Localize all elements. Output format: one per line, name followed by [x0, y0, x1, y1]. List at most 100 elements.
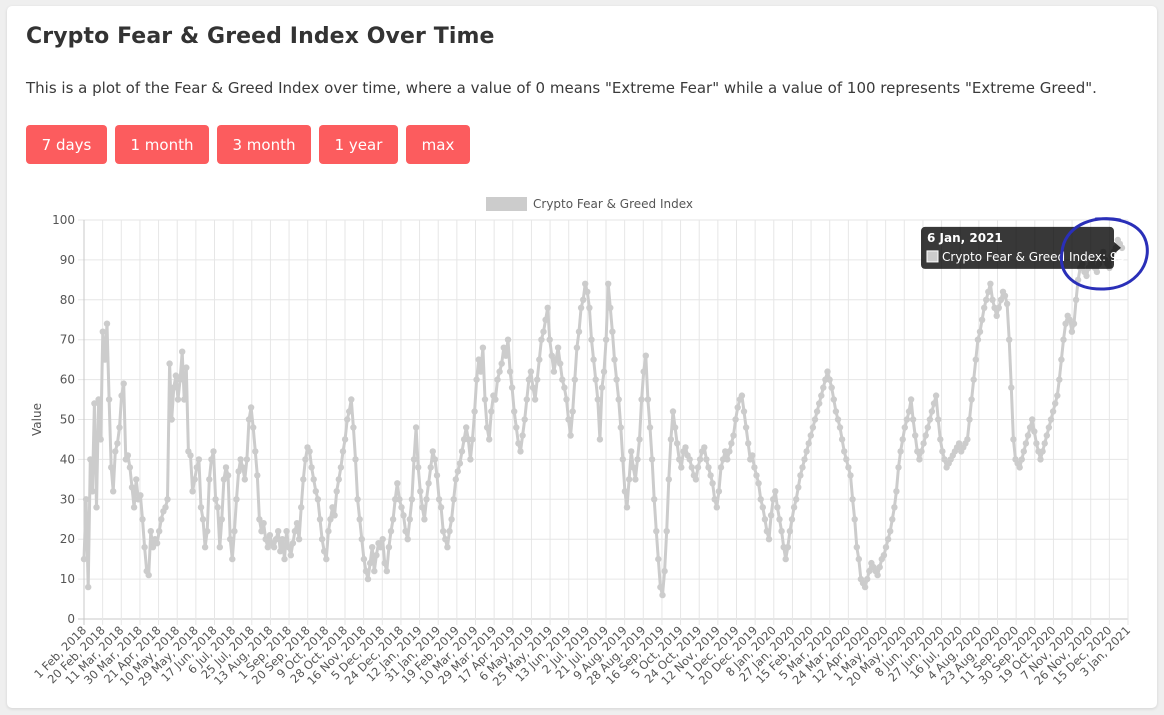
data-point[interactable]	[707, 472, 714, 479]
data-point[interactable]	[377, 544, 384, 551]
data-point[interactable]	[993, 312, 1000, 319]
data-point[interactable]	[575, 328, 583, 335]
data-point[interactable]	[813, 408, 821, 415]
data-point[interactable]	[1060, 336, 1067, 343]
data-point[interactable]	[95, 396, 102, 403]
data-point[interactable]	[836, 424, 844, 431]
data-point[interactable]	[406, 516, 413, 523]
data-point[interactable]	[408, 496, 416, 503]
data-point[interactable]	[968, 396, 975, 403]
data-point[interactable]	[1016, 464, 1023, 471]
data-point[interactable]	[379, 536, 386, 543]
data-point[interactable]	[1047, 416, 1055, 423]
data-point[interactable]	[866, 567, 873, 575]
data-point[interactable]	[356, 516, 363, 523]
data-point[interactable]	[600, 368, 608, 375]
data-point[interactable]	[187, 452, 194, 459]
data-point[interactable]	[124, 452, 132, 459]
data-point[interactable]	[477, 368, 484, 375]
data-point[interactable]	[262, 536, 269, 543]
data-point[interactable]	[970, 376, 977, 383]
data-point[interactable]	[738, 392, 746, 399]
data-point[interactable]	[805, 440, 812, 447]
data-point[interactable]	[492, 396, 499, 403]
data-point[interactable]	[260, 520, 267, 527]
data-point[interactable]	[590, 356, 597, 363]
data-point[interactable]	[502, 352, 510, 359]
data-point[interactable]	[776, 516, 783, 523]
data-point[interactable]	[212, 496, 219, 503]
data-point[interactable]	[523, 396, 530, 403]
range-3-month-button[interactable]: 3 month	[217, 125, 311, 164]
data-point[interactable]	[567, 432, 574, 439]
data-point[interactable]	[887, 528, 894, 535]
data-point[interactable]	[371, 567, 378, 575]
data-point[interactable]	[425, 480, 432, 487]
data-point[interactable]	[584, 288, 591, 295]
data-point[interactable]	[1056, 376, 1063, 383]
data-point[interactable]	[724, 456, 731, 463]
data-point[interactable]	[851, 516, 858, 523]
range-1-year-button[interactable]: 1 year	[319, 125, 398, 164]
data-point[interactable]	[928, 408, 936, 415]
data-point[interactable]	[331, 512, 338, 519]
data-point[interactable]	[818, 392, 825, 399]
data-point[interactable]	[611, 356, 618, 363]
data-point[interactable]	[909, 416, 917, 423]
data-point[interactable]	[580, 296, 587, 303]
data-point[interactable]	[841, 448, 848, 455]
data-point[interactable]	[884, 536, 892, 543]
data-point[interactable]	[903, 416, 911, 423]
data-point[interactable]	[527, 368, 535, 375]
range-7-days-button[interactable]: 7 days	[26, 125, 107, 164]
data-point[interactable]	[387, 528, 395, 535]
data-point[interactable]	[978, 316, 986, 323]
data-point[interactable]	[218, 516, 225, 523]
data-point[interactable]	[256, 516, 263, 523]
data-point[interactable]	[279, 536, 286, 543]
data-point[interactable]	[133, 476, 140, 483]
data-point[interactable]	[728, 440, 735, 447]
data-point[interactable]	[632, 476, 639, 483]
data-point[interactable]	[128, 484, 136, 491]
data-point[interactable]	[396, 496, 403, 503]
data-point[interactable]	[103, 320, 111, 327]
data-point[interactable]	[287, 552, 294, 559]
data-point[interactable]	[861, 583, 869, 591]
data-point[interactable]	[266, 532, 274, 539]
data-point[interactable]	[199, 516, 207, 523]
data-point[interactable]	[258, 528, 265, 535]
data-point[interactable]	[179, 348, 186, 355]
data-point[interactable]	[1010, 436, 1017, 443]
data-point[interactable]	[452, 476, 459, 483]
data-point[interactable]	[318, 536, 326, 543]
data-point[interactable]	[222, 464, 230, 471]
data-point[interactable]	[189, 488, 196, 495]
data-point[interactable]	[1049, 408, 1057, 415]
data-point[interactable]	[80, 555, 88, 563]
data-point[interactable]	[298, 504, 305, 511]
data-point[interactable]	[774, 504, 781, 511]
data-point[interactable]	[208, 456, 215, 463]
legend-label[interactable]: Crypto Fear & Greed Index	[533, 197, 693, 211]
data-point[interactable]	[394, 480, 401, 487]
data-point[interactable]	[243, 456, 251, 463]
data-point[interactable]	[786, 528, 794, 535]
data-point[interactable]	[168, 416, 175, 423]
data-point[interactable]	[932, 392, 940, 399]
data-point[interactable]	[763, 528, 771, 535]
data-point[interactable]	[788, 516, 796, 523]
data-point[interactable]	[450, 496, 457, 503]
data-point[interactable]	[557, 360, 564, 367]
data-point[interactable]	[147, 528, 154, 535]
data-point[interactable]	[153, 540, 161, 547]
data-point[interactable]	[402, 528, 409, 535]
data-point[interactable]	[573, 344, 581, 351]
data-point[interactable]	[364, 575, 372, 583]
data-point[interactable]	[935, 416, 942, 423]
data-point[interactable]	[247, 404, 255, 411]
data-point[interactable]	[795, 484, 802, 491]
data-point[interactable]	[1020, 448, 1027, 455]
legend-swatch[interactable]	[486, 197, 527, 211]
